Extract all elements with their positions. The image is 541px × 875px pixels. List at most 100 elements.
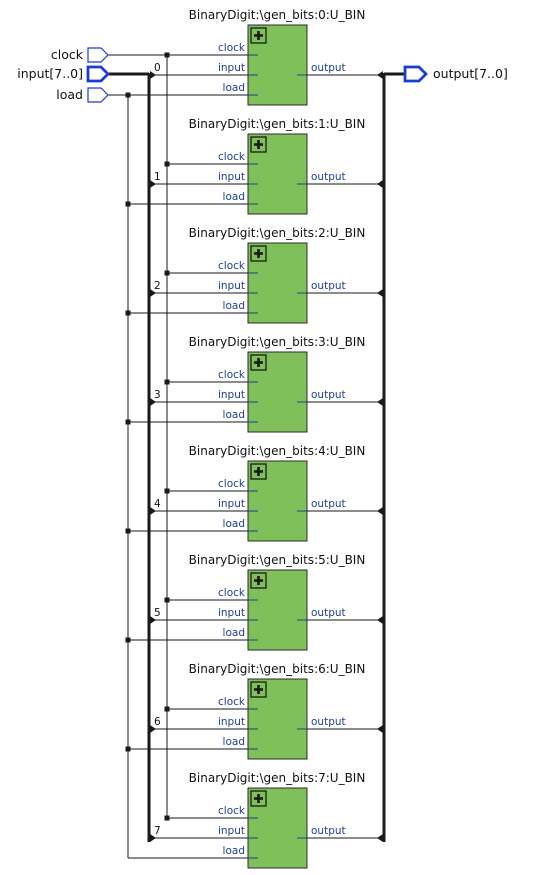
junction-dot (164, 815, 170, 821)
bus-merge-arrow (377, 725, 383, 733)
wires-layer: 0 1 2 3 4 5 6 7 (108, 52, 404, 859)
bit-index-label: 5 (154, 607, 161, 619)
plus-box-icon[interactable] (250, 354, 267, 371)
bus-tap-arrow (150, 180, 156, 188)
output-pin-symbol[interactable] (403, 65, 428, 83)
port-label-input: input (218, 716, 245, 728)
port-label-output: output (311, 607, 346, 619)
port-label-output: output (311, 716, 346, 728)
bit-index-label: 3 (154, 389, 161, 401)
port-label-clock: clock (218, 478, 246, 490)
block-body[interactable] (247, 242, 308, 324)
bit-index-label: 0 (154, 62, 161, 74)
bit-index-label: 1 (154, 171, 161, 183)
junction-dot (164, 488, 170, 494)
port-label-clock: clock (218, 260, 246, 272)
plus-box-icon[interactable] (250, 27, 267, 44)
junction-dot (125, 746, 131, 752)
port-label-load: load (223, 300, 245, 312)
output-pin-label: output[7..0] (433, 66, 508, 81)
junction-dot (125, 92, 131, 98)
junction-dot (164, 161, 170, 167)
port-label-load: load (223, 518, 245, 530)
port-label-input: input (218, 62, 245, 74)
junction-dot (125, 201, 131, 207)
port-label-input: input (218, 498, 245, 510)
port-label-input: input (218, 607, 245, 619)
block-title: BinaryDigit:\gen_bits:4:U_BIN (189, 444, 366, 458)
port-label-input: input (218, 171, 245, 183)
port-label-load: load (223, 191, 245, 203)
junction-dot (164, 706, 170, 712)
input-pin-label: clock (51, 47, 84, 62)
input-pin-symbol[interactable] (87, 87, 109, 103)
bus-tap-arrow (150, 834, 156, 842)
port-label-output: output (311, 171, 346, 183)
junction-dot (164, 597, 170, 603)
port-label-load: load (223, 736, 245, 748)
port-label-load: load (223, 627, 245, 639)
plus-box-icon[interactable] (250, 681, 267, 698)
ports-layer: clock input[7..0] load output[7..0] (17, 47, 508, 103)
bus-tap-arrow (150, 71, 156, 79)
bus-merge-arrow (377, 398, 383, 406)
bus-merge-arrow (377, 616, 383, 624)
bit-index-label: 6 (154, 716, 161, 728)
port-label-output: output (311, 498, 346, 510)
bus-tap-arrow (150, 289, 156, 297)
bus-merge-arrow (377, 507, 383, 515)
bit-index-label: 7 (154, 825, 161, 837)
plus-box-icon[interactable] (250, 463, 267, 480)
bit-index-label: 2 (154, 280, 161, 292)
output-bus-pin[interactable]: output[7..0] (403, 65, 508, 83)
bit-index-label: 4 (154, 498, 161, 510)
input-pin-symbol[interactable] (86, 65, 110, 83)
port-label-input: input (218, 389, 245, 401)
junction-dot (164, 270, 170, 276)
port-label-clock: clock (218, 42, 246, 54)
junction-dot (125, 310, 131, 316)
input-bus-pin[interactable]: input[7..0] (17, 65, 110, 83)
plus-box-icon[interactable] (250, 245, 267, 262)
load-input-pin[interactable]: load (56, 87, 109, 103)
plus-box-icon[interactable] (250, 790, 267, 807)
port-label-input: input (218, 280, 245, 292)
input-pin-label: load (56, 87, 83, 102)
port-label-output: output (311, 62, 346, 74)
bus-tap-arrow (150, 616, 156, 624)
port-label-load: load (223, 845, 245, 857)
bus-tap-arrow (150, 507, 156, 515)
bus-merge-arrow (377, 71, 383, 79)
plus-box-icon[interactable] (250, 136, 267, 153)
bus-tap-arrow (150, 398, 156, 406)
bus-merge-arrow (377, 180, 383, 188)
clock-input-pin[interactable]: clock (51, 47, 109, 63)
bus-merge-arrow (377, 834, 383, 842)
input-pin-symbol[interactable] (87, 47, 109, 63)
junction-dot (125, 419, 131, 425)
block-title: BinaryDigit:\gen_bits:3:U_BIN (189, 335, 366, 349)
port-label-clock: clock (218, 696, 246, 708)
port-label-output: output (311, 389, 346, 401)
block-title: BinaryDigit:\gen_bits:7:U_BIN (189, 771, 366, 785)
junction-dot (125, 637, 131, 643)
junction-dot (125, 528, 131, 534)
port-label-output: output (311, 825, 346, 837)
port-label-clock: clock (218, 369, 246, 381)
input-pin-label: input[7..0] (17, 66, 83, 81)
block-title: BinaryDigit:\gen_bits:5:U_BIN (189, 553, 366, 567)
junction-dot (164, 379, 170, 385)
plus-box-icon[interactable] (250, 572, 267, 589)
block-title: BinaryDigit:\gen_bits:1:U_BIN (189, 117, 366, 131)
block-title: BinaryDigit:\gen_bits:6:U_BIN (189, 662, 366, 676)
